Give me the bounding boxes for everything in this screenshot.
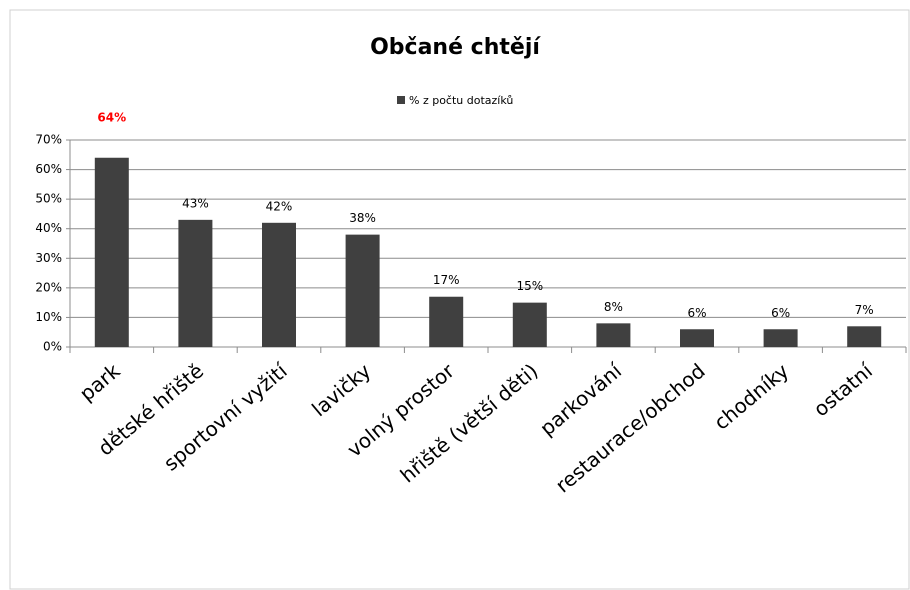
y-tick-label: 0%	[43, 340, 62, 354]
y-tick-label: 60%	[35, 162, 62, 176]
y-tick-label: 70%	[35, 133, 62, 147]
y-tick-label: 50%	[35, 192, 62, 206]
data-label: 6%	[687, 306, 706, 320]
bar	[763, 329, 798, 347]
bar	[94, 157, 129, 347]
y-tick-label: 40%	[35, 221, 62, 235]
y-tick-label: 30%	[35, 251, 62, 265]
legend-label: % z počtu dotazíků	[409, 94, 513, 107]
data-label: 38%	[349, 211, 376, 225]
bar	[596, 323, 631, 347]
bar	[345, 234, 380, 347]
data-label: 7%	[855, 303, 874, 317]
bar	[512, 302, 547, 347]
data-label: 17%	[433, 273, 460, 287]
bar	[680, 329, 714, 347]
legend-swatch	[397, 96, 405, 104]
bar	[262, 222, 296, 347]
y-tick-label: 10%	[35, 310, 62, 324]
data-label: 43%	[182, 196, 209, 210]
data-label: 42%	[266, 199, 293, 213]
data-label: 6%	[771, 306, 790, 320]
data-label: 64%	[97, 111, 126, 125]
chart-title: Občané chtějí	[370, 35, 541, 60]
bar	[178, 219, 213, 347]
bar	[429, 296, 464, 347]
data-label: 8%	[604, 300, 623, 314]
bar	[847, 326, 882, 347]
data-label: 15%	[516, 279, 543, 293]
y-tick-label: 20%	[35, 280, 62, 294]
